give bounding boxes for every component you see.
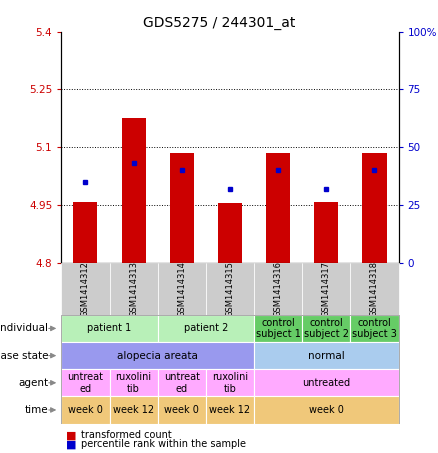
Text: untreat
ed: untreat ed bbox=[164, 372, 200, 394]
Bar bbox=[254, 369, 399, 396]
Bar bbox=[158, 315, 254, 342]
Text: week 0: week 0 bbox=[309, 405, 344, 415]
Bar bbox=[158, 369, 206, 396]
Text: ■: ■ bbox=[66, 439, 76, 449]
Bar bbox=[302, 315, 350, 342]
Bar bbox=[170, 153, 194, 263]
Text: ■: ■ bbox=[66, 430, 76, 440]
Text: transformed count: transformed count bbox=[81, 430, 172, 440]
Text: time: time bbox=[25, 405, 48, 415]
Text: GSM1414317: GSM1414317 bbox=[322, 261, 331, 317]
Text: untreated: untreated bbox=[302, 378, 350, 388]
Bar bbox=[61, 369, 110, 396]
Bar bbox=[110, 263, 158, 315]
Bar bbox=[110, 396, 158, 424]
Bar bbox=[314, 202, 338, 263]
Text: week 0: week 0 bbox=[68, 405, 103, 415]
Bar bbox=[61, 342, 254, 369]
Text: alopecia areata: alopecia areata bbox=[117, 351, 198, 361]
Text: week 12: week 12 bbox=[113, 405, 154, 415]
Bar bbox=[158, 396, 206, 424]
Bar bbox=[74, 202, 97, 263]
Text: patient 1: patient 1 bbox=[87, 323, 132, 333]
Text: GSM1414316: GSM1414316 bbox=[274, 261, 283, 317]
Text: GSM1414314: GSM1414314 bbox=[177, 261, 186, 317]
Bar bbox=[122, 118, 145, 263]
Text: control
subject 2: control subject 2 bbox=[304, 318, 349, 339]
Bar bbox=[254, 263, 302, 315]
Bar bbox=[206, 396, 254, 424]
Bar bbox=[363, 153, 387, 263]
Bar bbox=[254, 396, 399, 424]
Bar bbox=[218, 203, 242, 263]
Bar bbox=[206, 263, 254, 315]
Bar bbox=[254, 342, 399, 369]
Bar bbox=[206, 369, 254, 396]
Bar bbox=[254, 315, 302, 342]
Text: percentile rank within the sample: percentile rank within the sample bbox=[81, 439, 246, 449]
Bar bbox=[350, 315, 399, 342]
Text: GSM1414318: GSM1414318 bbox=[370, 261, 379, 317]
Text: control
subject 3: control subject 3 bbox=[352, 318, 397, 339]
Text: GSM1414313: GSM1414313 bbox=[129, 261, 138, 317]
Text: ruxolini
tib: ruxolini tib bbox=[212, 372, 248, 394]
Bar bbox=[61, 263, 110, 315]
Bar bbox=[61, 396, 110, 424]
Text: agent: agent bbox=[18, 378, 48, 388]
Bar bbox=[266, 153, 290, 263]
Text: week 12: week 12 bbox=[209, 405, 251, 415]
Text: GSM1414312: GSM1414312 bbox=[81, 261, 90, 317]
Text: ruxolini
tib: ruxolini tib bbox=[116, 372, 152, 394]
Text: week 0: week 0 bbox=[164, 405, 199, 415]
Text: patient 2: patient 2 bbox=[184, 323, 228, 333]
Text: disease state: disease state bbox=[0, 351, 48, 361]
Text: untreat
ed: untreat ed bbox=[67, 372, 103, 394]
Bar bbox=[61, 315, 399, 424]
Text: GDS5275 / 244301_at: GDS5275 / 244301_at bbox=[143, 16, 295, 30]
Text: normal: normal bbox=[308, 351, 345, 361]
Bar bbox=[302, 263, 350, 315]
Text: control
subject 1: control subject 1 bbox=[256, 318, 300, 339]
Text: individual: individual bbox=[0, 323, 48, 333]
Bar bbox=[61, 315, 158, 342]
Bar bbox=[158, 263, 206, 315]
Bar bbox=[110, 369, 158, 396]
Text: GSM1414315: GSM1414315 bbox=[226, 261, 234, 317]
Bar bbox=[350, 263, 399, 315]
